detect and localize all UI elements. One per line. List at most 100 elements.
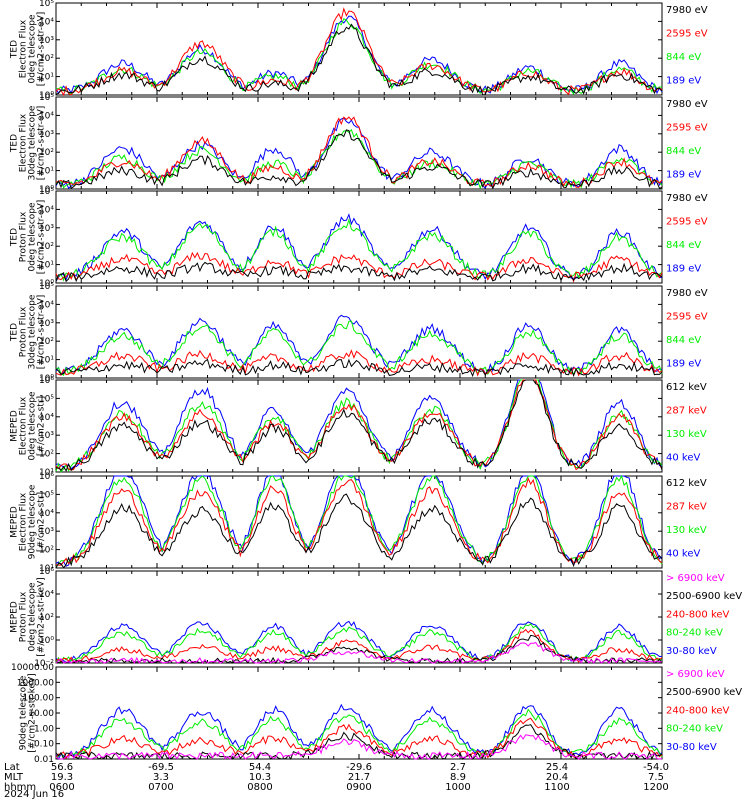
y-tick-label: 10⁶ (39, 472, 54, 482)
series-line (55, 708, 663, 759)
panel-1: 10⁰ 10¹ 10² 10³ 10⁴ 10⁵ TEDElectron Flux0deg t… (10, 0, 708, 101)
y-axis-label-line: 30deg telescope (28, 105, 38, 180)
footer-value: 0700 (148, 782, 173, 793)
legend-entry: 2500-6900 keV (666, 687, 742, 698)
y-tick-label: 10¹ (39, 167, 54, 177)
footer-value: 56.6 (51, 762, 73, 773)
y-tick-label: 10⁴ (39, 300, 54, 310)
y-axis-label-line: TED (10, 40, 20, 59)
y-tick-label: 10⁵ (39, 490, 54, 500)
y-tick-label: 10³ (39, 36, 54, 46)
y-axis-label: TEDElectron Flux0deg telescope[#/cm2-s-s… (10, 12, 47, 87)
footer-value: -69.5 (148, 762, 174, 773)
panel-6: 10¹ 10² 10³ 10⁴ 10⁵ 10⁶ MEPEDElectron Flux90de… (10, 472, 707, 574)
y-tick-label: 10¹ (39, 356, 54, 366)
y-tick-label: 10¹ (39, 468, 54, 478)
y-axis-label-line: 90deg telescope (28, 484, 38, 559)
series-line (55, 379, 662, 470)
legend-entry: 844 eV (666, 335, 701, 346)
y-tick-label: 10⁵ (39, 93, 54, 103)
y-tick-label: 10⁶ (39, 376, 54, 386)
y-axis-label-line: MEPED (10, 601, 20, 633)
panel-3: 10⁰ 10¹ 10² 10³ 10⁴ 10⁵ TEDProton Flux0deg tel… (10, 187, 708, 289)
y-tick-label: 10⁻² (34, 659, 54, 669)
y-tick-label: 10⁴ (39, 205, 54, 215)
y-axis-label: 90deg telescope[#/cm2-s-str-keV] (19, 673, 38, 752)
y-tick-label: 10² (39, 546, 54, 556)
series-line (55, 642, 663, 665)
y-axis-label-line: [#/cm2-s-str-eV] (37, 12, 47, 87)
y-axis-label-line: [#/cm2-s-str] (37, 492, 47, 552)
footer-row-label: hhmm (4, 782, 36, 793)
series-line (55, 474, 663, 567)
y-tick-label: 1.00 (34, 724, 54, 734)
plot-frame (55, 190, 663, 284)
series-line (55, 314, 663, 376)
y-axis-label-line: [#/cm2-s-str] (37, 396, 47, 456)
y-tick-label: 10² (39, 148, 54, 158)
y-tick-label: 10⁰ (39, 185, 54, 195)
y-axis-label-line: Electron Flux (19, 492, 29, 551)
series-line (55, 261, 663, 283)
footer-value: -54.0 (643, 762, 669, 773)
y-axis-label: TEDProton Flux0deg telescope[#/cm2-s-str… (10, 200, 47, 275)
y-tick-label: 100.00 (23, 694, 55, 704)
y-axis-label-line: Proton Flux (19, 306, 29, 357)
series-line (55, 116, 663, 189)
y-axis-label-line: TED (10, 323, 20, 342)
y-tick-label: 10¹ (39, 261, 54, 271)
y-axis-label: MEPEDElectron Flux0deg telescope[#/cm2-s… (10, 391, 47, 461)
y-axis-label-line: [#/cm2-s-str-eV] (37, 106, 47, 181)
footer: Lat 56.6 -69.5 54.4 -29.6 2.7 25.4 -54.0 MLT 19.3… (4, 762, 669, 800)
footer-value: 21.7 (348, 772, 370, 783)
series-line (55, 129, 663, 190)
y-tick-label: 10⁴ (39, 590, 54, 600)
series-line (55, 358, 663, 378)
y-tick-label: 10⁰ (39, 91, 54, 101)
y-axis-label-line: [#/cm2-s-str-eV] (37, 200, 47, 275)
footer-row-label: Lat (4, 762, 20, 773)
panel-2: 10⁰ 10¹ 10² 10³ 10⁴ 10⁵ TEDElectron Flux30deg … (10, 93, 708, 195)
legend-entry: 2595 eV (666, 311, 708, 322)
series-line (55, 320, 663, 376)
y-tick-label: 10³ (39, 431, 54, 441)
y-tick-label: 10⁵ (39, 282, 54, 292)
legend-entry: 844 eV (666, 146, 701, 157)
footer-value: 1000 (445, 782, 470, 793)
series-line (55, 23, 663, 96)
legend-entry: 287 keV (666, 405, 707, 416)
plot-frame (55, 2, 663, 96)
y-tick-label: 10² (39, 337, 54, 347)
series-line (55, 7, 663, 97)
legend-entry: 612 keV (666, 478, 707, 489)
y-axis-label: TEDProton Flux30deg telescope[#/cm2-s-st… (10, 294, 47, 369)
footer-value: 10.3 (249, 772, 271, 783)
footer-value: 1200 (643, 782, 668, 793)
y-tick-label: 10.00 (28, 709, 54, 719)
legend-entry: 287 keV (666, 501, 707, 512)
y-tick-label: 10⁵ (39, 394, 54, 404)
series-line (55, 349, 663, 377)
legend-entry: 240-800 keV (666, 609, 730, 620)
y-axis-label-line: Electron Flux (19, 19, 29, 78)
footer-value: 8.9 (450, 772, 466, 783)
footer-date: 2024 Jun 16 (4, 789, 64, 800)
y-axis-label: MEPEDElectron Flux90deg telescope[#/cm2-… (10, 484, 47, 559)
footer-value: 3.3 (153, 772, 169, 783)
footer-value: 25.4 (546, 762, 568, 773)
y-axis-label-line: Electron Flux (19, 396, 29, 455)
legend-entry: 844 eV (666, 52, 701, 63)
footer-value: 0600 (49, 782, 74, 793)
y-tick-label: 10³ (39, 319, 54, 329)
y-tick-label: 10000.00 (11, 663, 54, 673)
y-tick-label: 10⁴ (39, 17, 54, 27)
y-tick-label: 10⁶ (39, 567, 54, 577)
legend-entry: 7980 eV (666, 99, 708, 110)
y-tick-label: 10¹ (39, 73, 54, 83)
y-axis-label: TEDElectron Flux30deg telescope[#/cm2-s-… (10, 105, 47, 180)
legend-entry: 7980 eV (666, 5, 708, 16)
y-tick-label: 10³ (39, 224, 54, 234)
y-axis-label-line: 0deg telescope (28, 391, 38, 461)
